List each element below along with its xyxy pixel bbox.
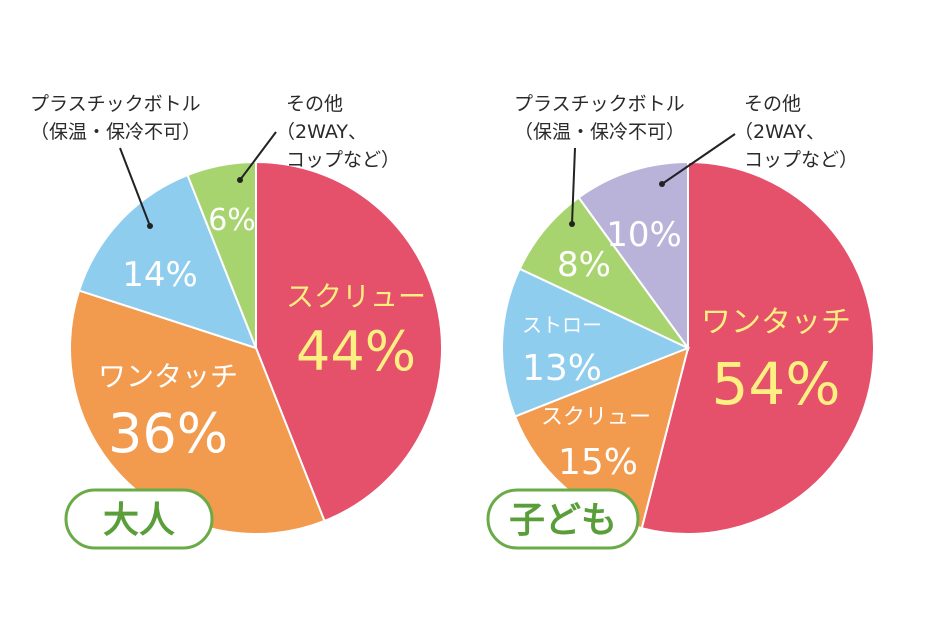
badge-adult [64,488,214,550]
pie-slice-kids-3 [518,196,689,349]
slice-value-straw-kids: 13% [522,348,602,389]
slice-value-onetouch-adult: 36% [108,402,228,465]
badge-adult-label: 大人 [103,500,175,541]
badge-kids [486,488,640,550]
callout-plastic-kids-line1: プラスチックボトル [514,93,685,115]
pie-slice-kids-2 [501,267,691,418]
pie-slice-adult-2 [77,173,258,350]
slice-value-plastic-kids: 8% [557,245,611,285]
slice-value-onetouch-kids: 54% [712,350,841,418]
slice-name-screw-adult: スクリュー [286,280,426,313]
pie-slice-adult-3 [186,160,257,349]
callout-plastic-adult-line2: （保温・保冷不可） [30,121,201,143]
callout-line-other-adult [239,131,277,181]
callout-line-plastic-adult [119,147,151,227]
slice-value-screw-adult: 44% [296,320,416,383]
slice-name-screw-kids: スクリュー [541,405,651,430]
slice-value-other-adult: 6% [208,203,256,238]
callout-dot-plastic-kids [569,221,575,227]
pie-slice-kids-0 [640,160,875,535]
callout-dot-other-kids [659,181,665,187]
slice-name-onetouch-kids: ワンタッチ [701,305,851,340]
slice-value-other-kids: 10% [606,215,682,255]
pie-adult [69,160,443,535]
callout-plastic-adult-line1: プラスチックボトル [30,93,201,115]
pie-slice-kids-4 [577,160,689,352]
pie-slice-adult-0 [255,160,443,523]
pie-slice-adult-1 [69,289,326,535]
slice-value-plastic-adult: 14% [122,255,198,295]
callout-other-adult-line2: （2WAY、 [276,121,367,143]
callout-other-kids-line2: （2WAY、 [734,121,825,143]
callout-other-adult-line3: コップなど） [286,149,400,171]
callout-dot-other-adult [237,177,243,183]
pie-kids [501,160,875,535]
badge-kids-label: 子ども [509,500,617,541]
slice-value-screw-kids: 15% [558,442,638,483]
callout-other-kids-line3: コップなど） [744,149,858,171]
callout-dot-plastic-adult [147,223,153,229]
callout-other-adult-line1: その他 [286,93,343,115]
slice-name-straw-kids: ストロー [522,313,602,337]
callout-line-other-kids [661,133,736,185]
callout-line-plastic-kids [571,147,576,225]
slice-name-onetouch-adult: ワンタッチ [98,360,238,393]
callout-plastic-kids-line2: （保温・保冷不可） [514,121,685,143]
callout-other-kids-line1: その他 [744,93,801,115]
